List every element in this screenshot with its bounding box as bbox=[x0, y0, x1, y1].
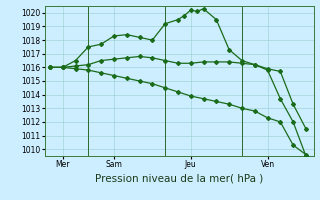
X-axis label: Pression niveau de la mer( hPa ): Pression niveau de la mer( hPa ) bbox=[95, 173, 263, 183]
